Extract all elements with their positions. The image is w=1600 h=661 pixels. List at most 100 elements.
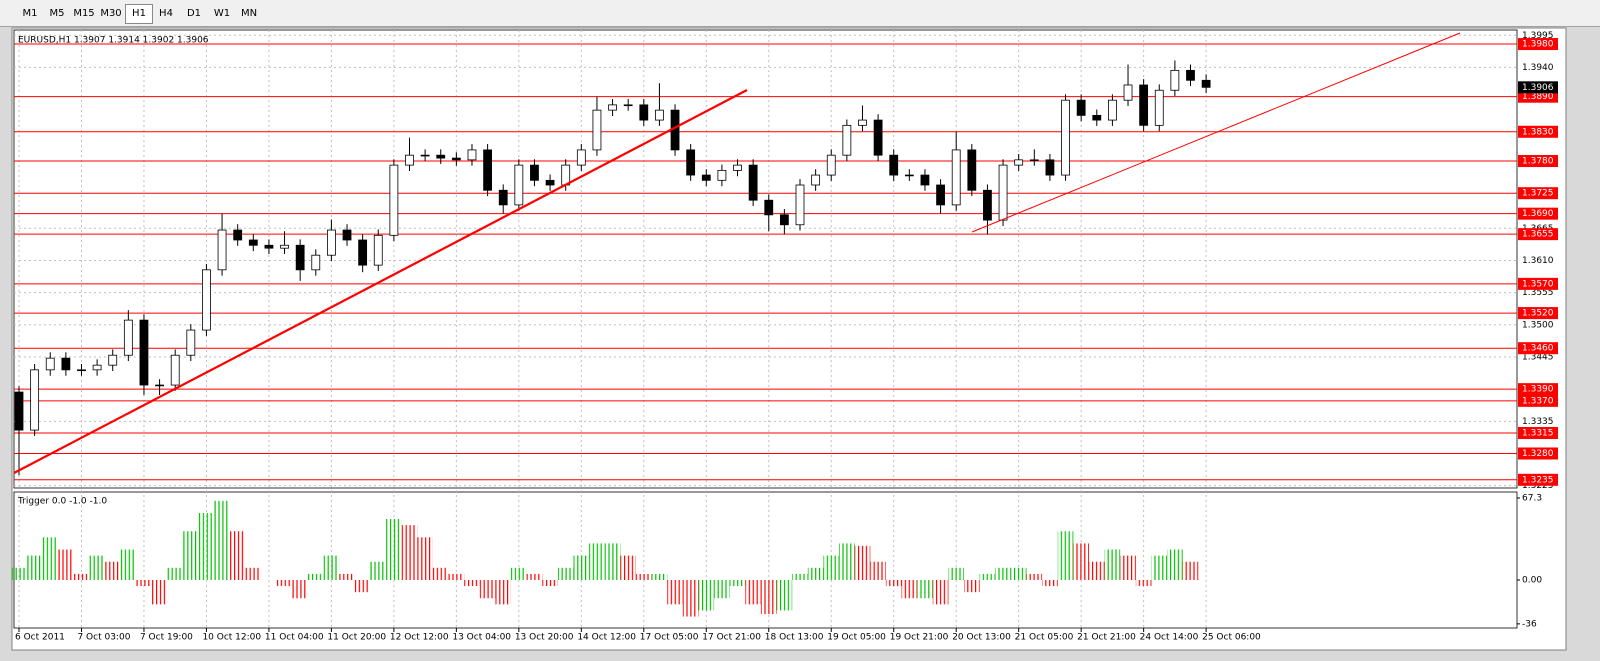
x-tick-label: 14 Oct 12:00 [577, 633, 636, 643]
histogram-bar [682, 579, 699, 617]
candle-body [514, 164, 524, 206]
level-label: 1.3655 [1522, 230, 1554, 240]
candle-body [1029, 159, 1039, 162]
x-tick-label: 13 Oct 20:00 [515, 633, 574, 643]
histogram-bar [417, 537, 433, 580]
x-tick-label: 24 Oct 14:00 [1140, 633, 1199, 643]
histogram-bar [1073, 543, 1089, 580]
candle-body [483, 149, 493, 191]
histogram-bar [479, 579, 496, 599]
histogram-bar [885, 579, 902, 587]
histogram-bar [120, 549, 137, 580]
candle-body [436, 154, 446, 159]
tab[interactable]: M30 [100, 8, 122, 19]
candle-body [748, 164, 758, 201]
candle-body [623, 104, 633, 107]
main-pane [13, 29, 1518, 489]
candle-body [826, 154, 836, 176]
histogram-bar [229, 531, 246, 580]
level-label-box [1518, 228, 1558, 241]
level-label-box [1518, 342, 1558, 355]
candle-body [936, 184, 945, 206]
candle-body [717, 169, 727, 181]
level-label: 1.3980 [1522, 40, 1554, 50]
histogram-bar [823, 555, 840, 580]
histogram-bar [104, 561, 121, 580]
candle-body [530, 164, 539, 181]
histogram-bar [245, 567, 262, 580]
histogram-bar [589, 543, 605, 580]
histogram-bar [89, 555, 105, 580]
timeframe-bar: M1 M5 M15 M30 H1 H4 D1 W1 MN [0, 0, 1600, 27]
candle-body [1076, 99, 1086, 116]
tab[interactable]: H4 [159, 8, 173, 19]
level-label: 1.3390 [1522, 385, 1554, 395]
y-tick-label: -36 [1522, 619, 1537, 629]
histogram-bar [917, 579, 933, 599]
histogram-bar [542, 579, 558, 587]
histogram-bar [995, 567, 1011, 580]
y-tick-label: 67.3 [1522, 493, 1542, 503]
candle-body [1014, 159, 1024, 166]
histogram-bar [776, 579, 793, 611]
level-label: 1.3780 [1522, 157, 1554, 167]
level-label: 1.3315 [1522, 429, 1554, 439]
candle-body [1139, 84, 1149, 126]
histogram-bar [1182, 561, 1199, 580]
level-label-box [1518, 125, 1558, 138]
tab[interactable]: M5 [49, 8, 65, 19]
histogram-bar [979, 573, 996, 580]
histogram-bar [526, 573, 543, 580]
level-label-box [1518, 38, 1558, 51]
histogram-bar [26, 555, 43, 580]
histogram-bar [183, 531, 199, 580]
tab[interactable]: M15 [73, 8, 95, 19]
histogram-bar [651, 573, 668, 580]
level-label-box [1518, 383, 1558, 396]
level-label: 1.3370 [1522, 396, 1554, 406]
tab[interactable]: W1 [213, 8, 231, 19]
histogram-bar [11, 567, 27, 580]
tab[interactable]: M1 [22, 8, 38, 19]
histogram-bar [964, 579, 980, 593]
candle-body [842, 124, 852, 156]
histogram-bar [58, 549, 74, 580]
level-label-box [1518, 394, 1558, 407]
histogram-bar [760, 579, 777, 615]
indicator-pane [13, 491, 1518, 629]
candle-body [405, 154, 414, 166]
x-tick-label: 7 Oct 03:00 [77, 633, 130, 643]
candle-body [592, 109, 602, 151]
candle-body [608, 104, 617, 111]
histogram-bar [839, 543, 855, 580]
x-tick-label: 12 Oct 12:00 [390, 633, 449, 643]
candle-body [14, 391, 24, 431]
candle-body [358, 239, 368, 266]
y-tick-label: 1.3940 [1522, 63, 1554, 73]
candle-body [561, 164, 571, 186]
tab[interactable]: H1 [125, 4, 153, 24]
y-tick-label: 1.3225 [1522, 481, 1554, 491]
x-tick-label: 21 Oct 21:00 [1077, 633, 1136, 643]
candle-body [420, 154, 430, 157]
tab[interactable]: MN [240, 8, 258, 19]
candle-body [686, 149, 696, 176]
candle-body [326, 229, 336, 256]
candle-body [858, 119, 867, 126]
histogram-bar [511, 567, 527, 580]
x-tick-label: 18 Oct 13:00 [765, 633, 824, 643]
tab[interactable]: D1 [186, 8, 202, 19]
candle-body [1092, 114, 1102, 121]
candle-body [30, 369, 40, 431]
histogram-bar [557, 567, 574, 580]
histogram-bar [1088, 561, 1105, 580]
y-tick-label: 0.00 [1522, 575, 1542, 585]
x-tick-label: 20 Oct 13:00 [952, 633, 1011, 643]
histogram-bar [870, 561, 886, 580]
x-tick-label: 11 Oct 04:00 [265, 633, 324, 643]
candle-body [233, 229, 243, 241]
histogram-bar [745, 579, 761, 605]
histogram-bar [1135, 579, 1152, 587]
histogram-bar [807, 567, 824, 580]
